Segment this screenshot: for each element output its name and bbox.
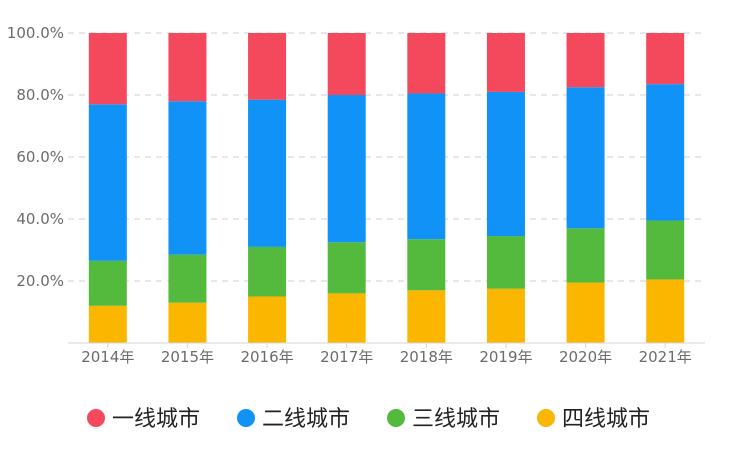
legend-label: 四线城市 [562,407,650,432]
bar-segment [407,33,446,94]
x-tick-label: 2016年 [240,348,293,366]
bar-segment [407,93,446,240]
bar-segment [248,33,287,100]
bar-segment [248,296,287,343]
x-tick-label: 2018年 [400,348,453,366]
bar-segment [248,99,287,247]
bar-segment [88,104,127,261]
bar-segment [168,254,207,303]
x-tick-label: 2015年 [161,348,214,366]
bars-layer [88,33,685,343]
legend-marker [87,409,105,427]
bar-segment [327,242,366,294]
bar-segment [646,33,685,85]
bar-segment [486,288,525,343]
bar-segment [646,220,685,280]
x-tick-label: 2014年 [81,348,134,366]
grid-layer [68,32,705,282]
bar-segment [646,84,685,221]
y-tick-label: 80.0% [16,86,64,104]
bar-segment [168,101,207,255]
bar-segment [407,239,446,291]
bar-segment [486,33,525,92]
bar-segment [327,293,366,343]
bar-segment [566,87,605,229]
y-tick-label: 20.0% [16,272,64,290]
bar-segment [168,302,207,343]
legend-label: 二线城市 [262,407,350,432]
bar-segment [88,260,127,306]
y-tick-label: 40.0% [16,210,64,228]
bar-segment [646,279,685,343]
legend-label: 三线城市 [412,407,500,432]
x-tick-label: 2019年 [479,348,532,366]
y-tick-label: 100.0% [7,24,64,42]
legend-marker [387,409,405,427]
x-tick-label: 2021年 [639,348,692,366]
bar-segment [168,33,207,102]
x-tick-label: 2020年 [559,348,612,366]
y-tick-label: 60.0% [16,148,64,166]
legend: 一线城市 二线城市 三线城市 四线城市 [87,407,650,432]
bar-segment [566,33,605,88]
bar-segment [566,228,605,283]
bar-segment [248,246,287,297]
bar-segment [327,33,366,95]
x-tick-label: 2017年 [320,348,373,366]
legend-marker [537,409,555,427]
bar-segment [327,95,366,243]
axis-layer: 20.0% 40.0% 60.0% 80.0% 100.0% 2014年 2015年 2016… [7,24,705,366]
bar-segment [486,236,525,289]
bar-segment [486,91,525,237]
bar-segment [566,282,605,343]
legend-label: 一线城市 [112,407,200,432]
bar-segment [88,305,127,343]
bar-segment [88,33,127,105]
legend-marker [237,409,255,427]
bar-segment [407,290,446,343]
